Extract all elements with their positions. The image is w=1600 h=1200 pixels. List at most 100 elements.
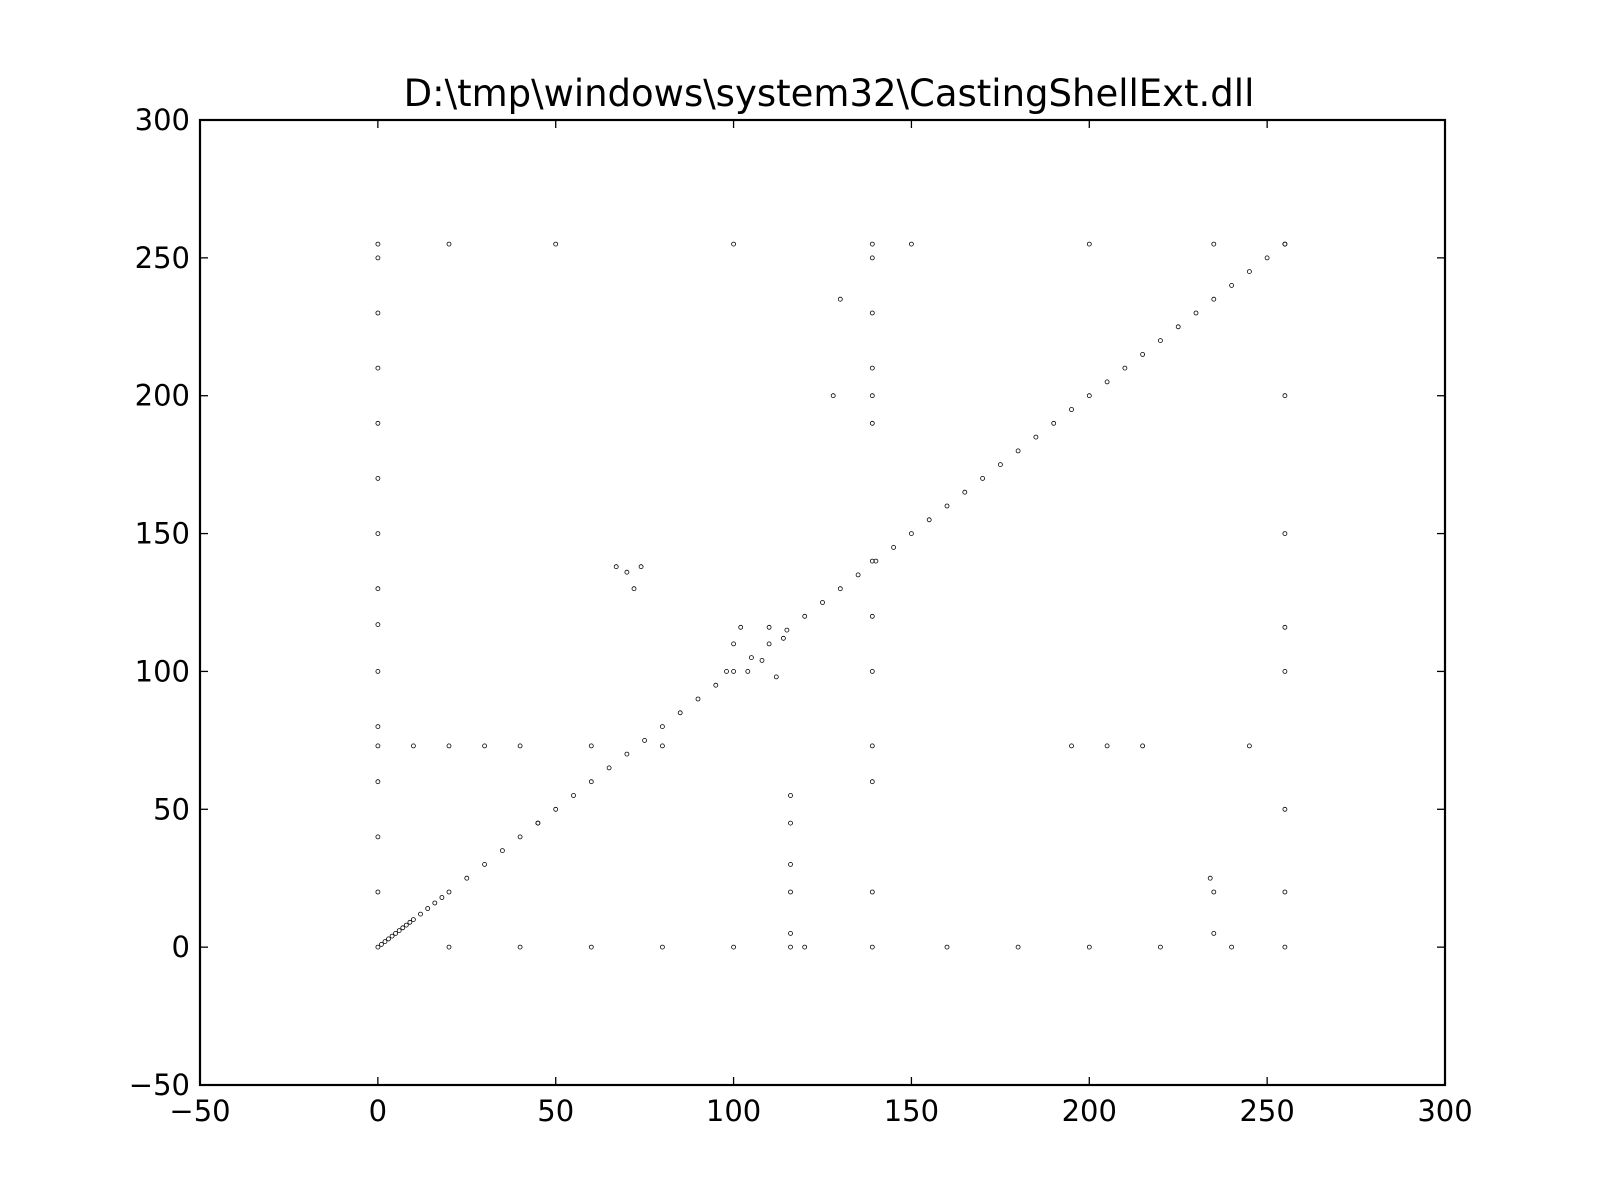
data-point xyxy=(788,889,793,895)
data-point xyxy=(869,944,875,950)
data-point xyxy=(731,669,736,674)
data-point xyxy=(944,944,950,950)
x-tick-label: 100 xyxy=(706,1094,761,1128)
data-point xyxy=(517,944,523,950)
data-point xyxy=(642,738,647,743)
data-point xyxy=(869,669,875,674)
y-tick-label: 200 xyxy=(135,379,190,413)
x-tick-label: 0 xyxy=(369,1094,387,1128)
data-point xyxy=(1282,889,1288,895)
data-point xyxy=(517,743,523,749)
data-point xyxy=(1158,338,1163,344)
data-point xyxy=(446,889,452,895)
data-point xyxy=(869,310,875,316)
data-point xyxy=(1122,365,1128,371)
data-point xyxy=(1104,743,1110,749)
data-point xyxy=(1086,241,1092,247)
data-point xyxy=(482,862,488,867)
data-point xyxy=(788,820,793,826)
plot-area-frame xyxy=(198,118,1447,1087)
data-point xyxy=(553,806,559,812)
x-tick-label: 300 xyxy=(1417,1094,1472,1128)
data-point xyxy=(382,939,388,944)
data-point xyxy=(738,624,744,630)
data-point xyxy=(660,743,665,749)
data-point xyxy=(1282,531,1288,536)
y-tick-label: 50 xyxy=(153,792,190,826)
data-point xyxy=(1015,448,1021,454)
data-point xyxy=(1282,669,1288,674)
data-point xyxy=(909,241,914,247)
data-point xyxy=(400,925,406,931)
data-point xyxy=(830,393,836,399)
data-point xyxy=(464,875,470,881)
data-point xyxy=(1211,931,1217,936)
data-point xyxy=(410,743,416,749)
data-point xyxy=(1140,351,1145,357)
data-point xyxy=(1086,944,1092,950)
data-point xyxy=(926,517,932,523)
data-point xyxy=(1033,434,1039,440)
data-point xyxy=(1193,310,1199,316)
data-point xyxy=(1282,241,1288,247)
data-point xyxy=(375,622,381,627)
data-point xyxy=(407,919,413,925)
data-point xyxy=(375,889,381,895)
data-point xyxy=(869,889,875,895)
data-point xyxy=(375,944,381,950)
data-point xyxy=(802,944,808,950)
data-point xyxy=(553,241,559,247)
data-point xyxy=(482,743,488,749)
data-point xyxy=(869,743,875,749)
data-point xyxy=(588,743,594,749)
data-point xyxy=(766,641,772,647)
data-points xyxy=(375,241,1288,950)
data-point xyxy=(446,241,452,247)
x-tick-label: 50 xyxy=(537,1094,574,1128)
data-point xyxy=(869,365,875,371)
data-point xyxy=(446,944,452,950)
data-point xyxy=(571,793,576,798)
data-point xyxy=(1104,379,1110,385)
data-point xyxy=(837,586,843,592)
data-point xyxy=(631,586,637,592)
data-point xyxy=(1282,624,1288,630)
data-point xyxy=(820,600,825,605)
data-point xyxy=(869,393,875,399)
data-point xyxy=(1282,806,1288,812)
y-tick-label: 100 xyxy=(135,654,190,688)
data-point xyxy=(869,241,875,247)
x-tick-label: −50 xyxy=(169,1094,230,1128)
axis-tick-labels: −50 0 50 100 150 200 250 300 −50 0 50 100 150 200 250 3… xyxy=(129,103,1473,1128)
data-point xyxy=(1211,889,1217,895)
data-point xyxy=(1015,944,1021,950)
data-point xyxy=(393,931,399,936)
data-point xyxy=(418,911,423,917)
data-point xyxy=(1229,282,1234,288)
data-point xyxy=(1211,241,1217,247)
data-point xyxy=(1247,269,1252,275)
data-point xyxy=(788,931,793,936)
data-point xyxy=(1264,255,1270,261)
data-point xyxy=(613,564,619,570)
data-point xyxy=(1282,393,1288,399)
data-point xyxy=(1069,407,1074,412)
data-point xyxy=(788,793,793,798)
data-point xyxy=(517,834,523,840)
data-point xyxy=(375,255,381,261)
data-point xyxy=(869,255,875,261)
data-point xyxy=(375,669,381,674)
data-point xyxy=(944,503,950,509)
data-point xyxy=(781,635,786,641)
data-point xyxy=(638,564,644,570)
data-point xyxy=(802,613,808,619)
data-point xyxy=(869,558,875,564)
data-point xyxy=(1069,743,1074,749)
data-point xyxy=(1175,324,1181,330)
x-tick-label: 200 xyxy=(1062,1094,1117,1128)
x-tick-label: 250 xyxy=(1239,1094,1294,1128)
data-point xyxy=(588,944,594,950)
data-point xyxy=(724,669,729,674)
data-point xyxy=(410,917,416,922)
